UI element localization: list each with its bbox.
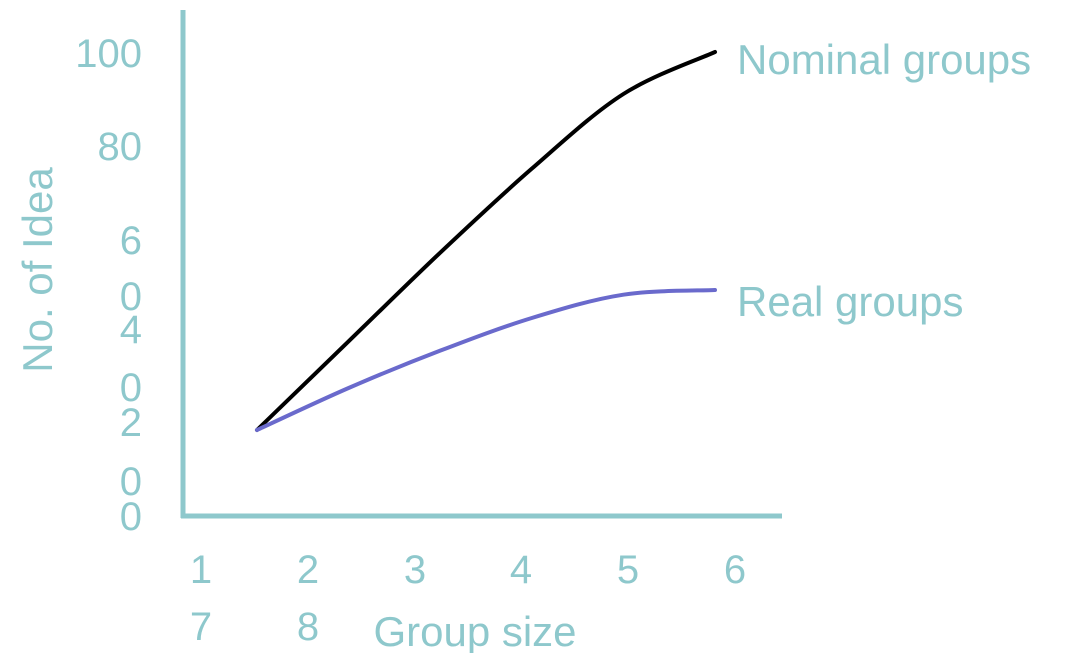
x-tick-label: 2 — [297, 548, 319, 592]
x-tick-label: 5 — [617, 548, 639, 592]
y-tick-label: 0 — [120, 366, 142, 410]
x-tick-label: 6 — [724, 548, 746, 592]
y-tick-label: 0 — [120, 495, 142, 539]
x-tick-label: 1 — [190, 548, 212, 592]
axes — [180, 10, 782, 519]
y-tick-label: 4 — [120, 308, 142, 352]
labels-layer: No. of Idea Group size — [14, 167, 577, 653]
y-tick-label: 100 — [75, 32, 142, 76]
x-tick-label: 8 — [297, 605, 319, 649]
x-axis-label: Group size — [373, 608, 576, 653]
series-line-1 — [255, 50, 717, 432]
y-tick-label: 2 — [120, 401, 142, 445]
series-layer: Nominal groups Real groups — [255, 36, 1031, 432]
series-label-1: Nominal groups — [737, 36, 1031, 83]
y-tick-label: 0 — [120, 460, 142, 504]
x-tick-label: 4 — [510, 548, 532, 592]
y-tick-label: 6 — [120, 219, 142, 263]
series-label-2: Real groups — [737, 278, 963, 325]
y-tick-label: 80 — [98, 125, 143, 169]
series-line-2 — [255, 288, 717, 432]
x-tick-label: 7 — [190, 605, 212, 649]
y-tick-label: 0 — [120, 275, 142, 319]
y-axis-label: No. of Idea — [14, 167, 61, 373]
x-tick-label: 3 — [404, 548, 426, 592]
